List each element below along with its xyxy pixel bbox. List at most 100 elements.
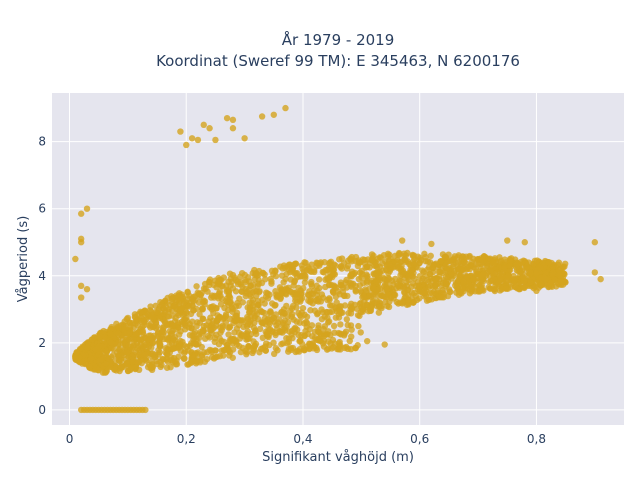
data-point [501, 263, 508, 271]
data-point [135, 351, 142, 359]
data-point [263, 289, 270, 296]
data-point [83, 205, 91, 212]
data-point [199, 299, 207, 306]
data-point [295, 331, 302, 339]
data-point [225, 347, 232, 355]
data-point [243, 349, 251, 356]
data-point [299, 265, 306, 273]
data-point [224, 286, 231, 293]
data-point [146, 307, 154, 314]
data-point [313, 282, 320, 289]
data-point [163, 336, 171, 343]
data-point [416, 295, 423, 302]
y-tick-label: 8 [38, 135, 46, 149]
data-point [225, 278, 232, 286]
data-point [342, 328, 350, 335]
data-point [416, 283, 423, 290]
data-point [487, 278, 495, 285]
data-point [214, 317, 221, 325]
data-point [216, 288, 224, 295]
data-point [152, 325, 160, 332]
data-point [370, 283, 377, 291]
data-point [159, 355, 166, 363]
data-point [332, 262, 339, 269]
x-tick-label: 0 [66, 432, 74, 446]
data-point [363, 337, 371, 345]
data-point [446, 288, 453, 295]
data-point [215, 295, 222, 302]
data-point [414, 264, 421, 271]
data-point [333, 299, 340, 306]
data-point [173, 292, 180, 299]
data-point [258, 279, 266, 287]
data-point [272, 272, 280, 280]
data-point [437, 258, 444, 265]
data-point [253, 269, 260, 277]
data-point [245, 274, 252, 281]
data-point [301, 311, 308, 318]
data-point [364, 272, 371, 280]
data-point [187, 310, 195, 318]
data-point [465, 286, 473, 293]
data-point [207, 327, 215, 334]
data-point [290, 316, 297, 323]
data-point [229, 308, 236, 315]
data-point [436, 268, 444, 276]
data-point [352, 282, 359, 290]
data-point [199, 315, 207, 323]
data-point [147, 320, 155, 327]
data-point [387, 294, 395, 302]
data-point [533, 257, 541, 264]
data-point [290, 282, 297, 289]
data-point [132, 331, 140, 338]
data-point [123, 360, 131, 368]
data-point [206, 278, 213, 286]
data-point [222, 313, 229, 320]
data-point [382, 298, 389, 306]
data-point [177, 296, 184, 304]
data-point [503, 277, 511, 284]
data-point [463, 260, 470, 267]
data-point [141, 321, 148, 329]
data-point [142, 351, 149, 358]
data-point [279, 329, 286, 336]
data-point [440, 290, 448, 298]
data-point [421, 250, 428, 258]
data-point [348, 258, 355, 265]
data-point [206, 304, 214, 311]
data-point [443, 265, 451, 272]
data-point [382, 265, 390, 273]
data-point [396, 250, 403, 258]
data-point [393, 258, 401, 266]
data-point [192, 340, 200, 348]
data-point [207, 314, 214, 321]
data-point [245, 342, 252, 350]
data-point [337, 281, 344, 289]
data-point [231, 329, 238, 336]
data-points [72, 104, 604, 414]
data-point [135, 366, 143, 374]
data-point [330, 270, 337, 277]
data-point [377, 254, 385, 261]
data-point [354, 342, 361, 349]
data-point [442, 273, 450, 280]
data-point [199, 326, 207, 334]
data-point [173, 357, 180, 364]
data-point [271, 302, 278, 309]
data-point [479, 256, 486, 263]
data-point [240, 332, 247, 340]
data-point [283, 323, 290, 330]
data-point [540, 273, 548, 281]
data-point [394, 282, 402, 290]
data-point [288, 331, 295, 338]
data-point [331, 282, 338, 289]
data-point [527, 269, 534, 277]
data-point [256, 325, 264, 333]
x-tick-label: 0,8 [527, 432, 546, 446]
data-point [428, 240, 435, 248]
data-point [404, 249, 411, 257]
data-point [507, 284, 514, 291]
data-point [146, 335, 154, 343]
data-point [373, 278, 380, 285]
data-point [555, 266, 562, 274]
